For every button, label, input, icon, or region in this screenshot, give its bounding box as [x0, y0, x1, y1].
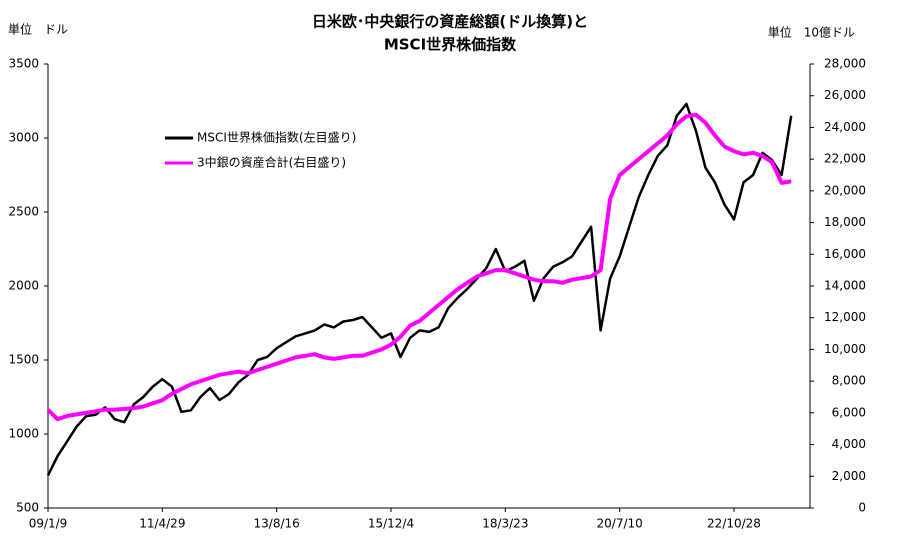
y2-tick-label: 14,000 [824, 279, 866, 293]
y2-tick-label: 24,000 [824, 120, 866, 134]
y-tick-label: 1500 [8, 353, 39, 367]
y2-tick-label: 0 [858, 501, 866, 515]
legend-label: 3中銀の資産合計(右目盛り) [197, 155, 346, 170]
y2-tick-label: 18,000 [824, 215, 866, 229]
y2-tick-label: 16,000 [824, 247, 866, 261]
y2-tick-label: 8,000 [832, 374, 866, 388]
x-tick-label: 11/4/29 [139, 517, 185, 531]
y-tick-label: 3500 [8, 57, 39, 71]
y-tick-label: 2000 [8, 279, 39, 293]
y-tick-label: 500 [16, 501, 39, 515]
x-tick-label: 13/8/16 [254, 517, 300, 531]
y2-tick-label: 22,000 [824, 152, 866, 166]
x-tick-label: 20/7/10 [597, 517, 643, 531]
y-tick-label: 3000 [8, 131, 39, 145]
y2-tick-label: 26,000 [824, 88, 866, 102]
y-tick-label: 1000 [8, 427, 39, 441]
series-line [46, 112, 792, 422]
legend-label: MSCI世界株価指数(左目盛り) [197, 130, 356, 145]
x-tick-label: 18/3/23 [482, 517, 528, 531]
y2-tick-label: 10,000 [824, 342, 866, 356]
x-tick-label: 09/1/9 [29, 517, 68, 531]
y2-tick-label: 2,000 [832, 469, 866, 483]
y-axis-label: 単位 ドル [8, 22, 68, 37]
series-line [46, 102, 793, 476]
y2-axis-label: 単位 10億ドル [768, 25, 855, 40]
y2-tick-label: 6,000 [832, 405, 866, 419]
y2-tick-label: 20,000 [824, 183, 866, 197]
chart-title: MSCI世界株価指数 [384, 36, 517, 54]
y2-tick-label: 12,000 [824, 310, 866, 324]
chart-title: 日米欧･中央銀行の資産総額(ドル換算)と [312, 13, 588, 31]
y2-tick-label: 28,000 [824, 57, 866, 71]
x-tick-label: 15/12/4 [368, 517, 414, 531]
y-tick-label: 2500 [8, 205, 39, 219]
x-tick-label: 22/10/28 [707, 517, 761, 531]
y2-tick-label: 4,000 [832, 437, 866, 451]
